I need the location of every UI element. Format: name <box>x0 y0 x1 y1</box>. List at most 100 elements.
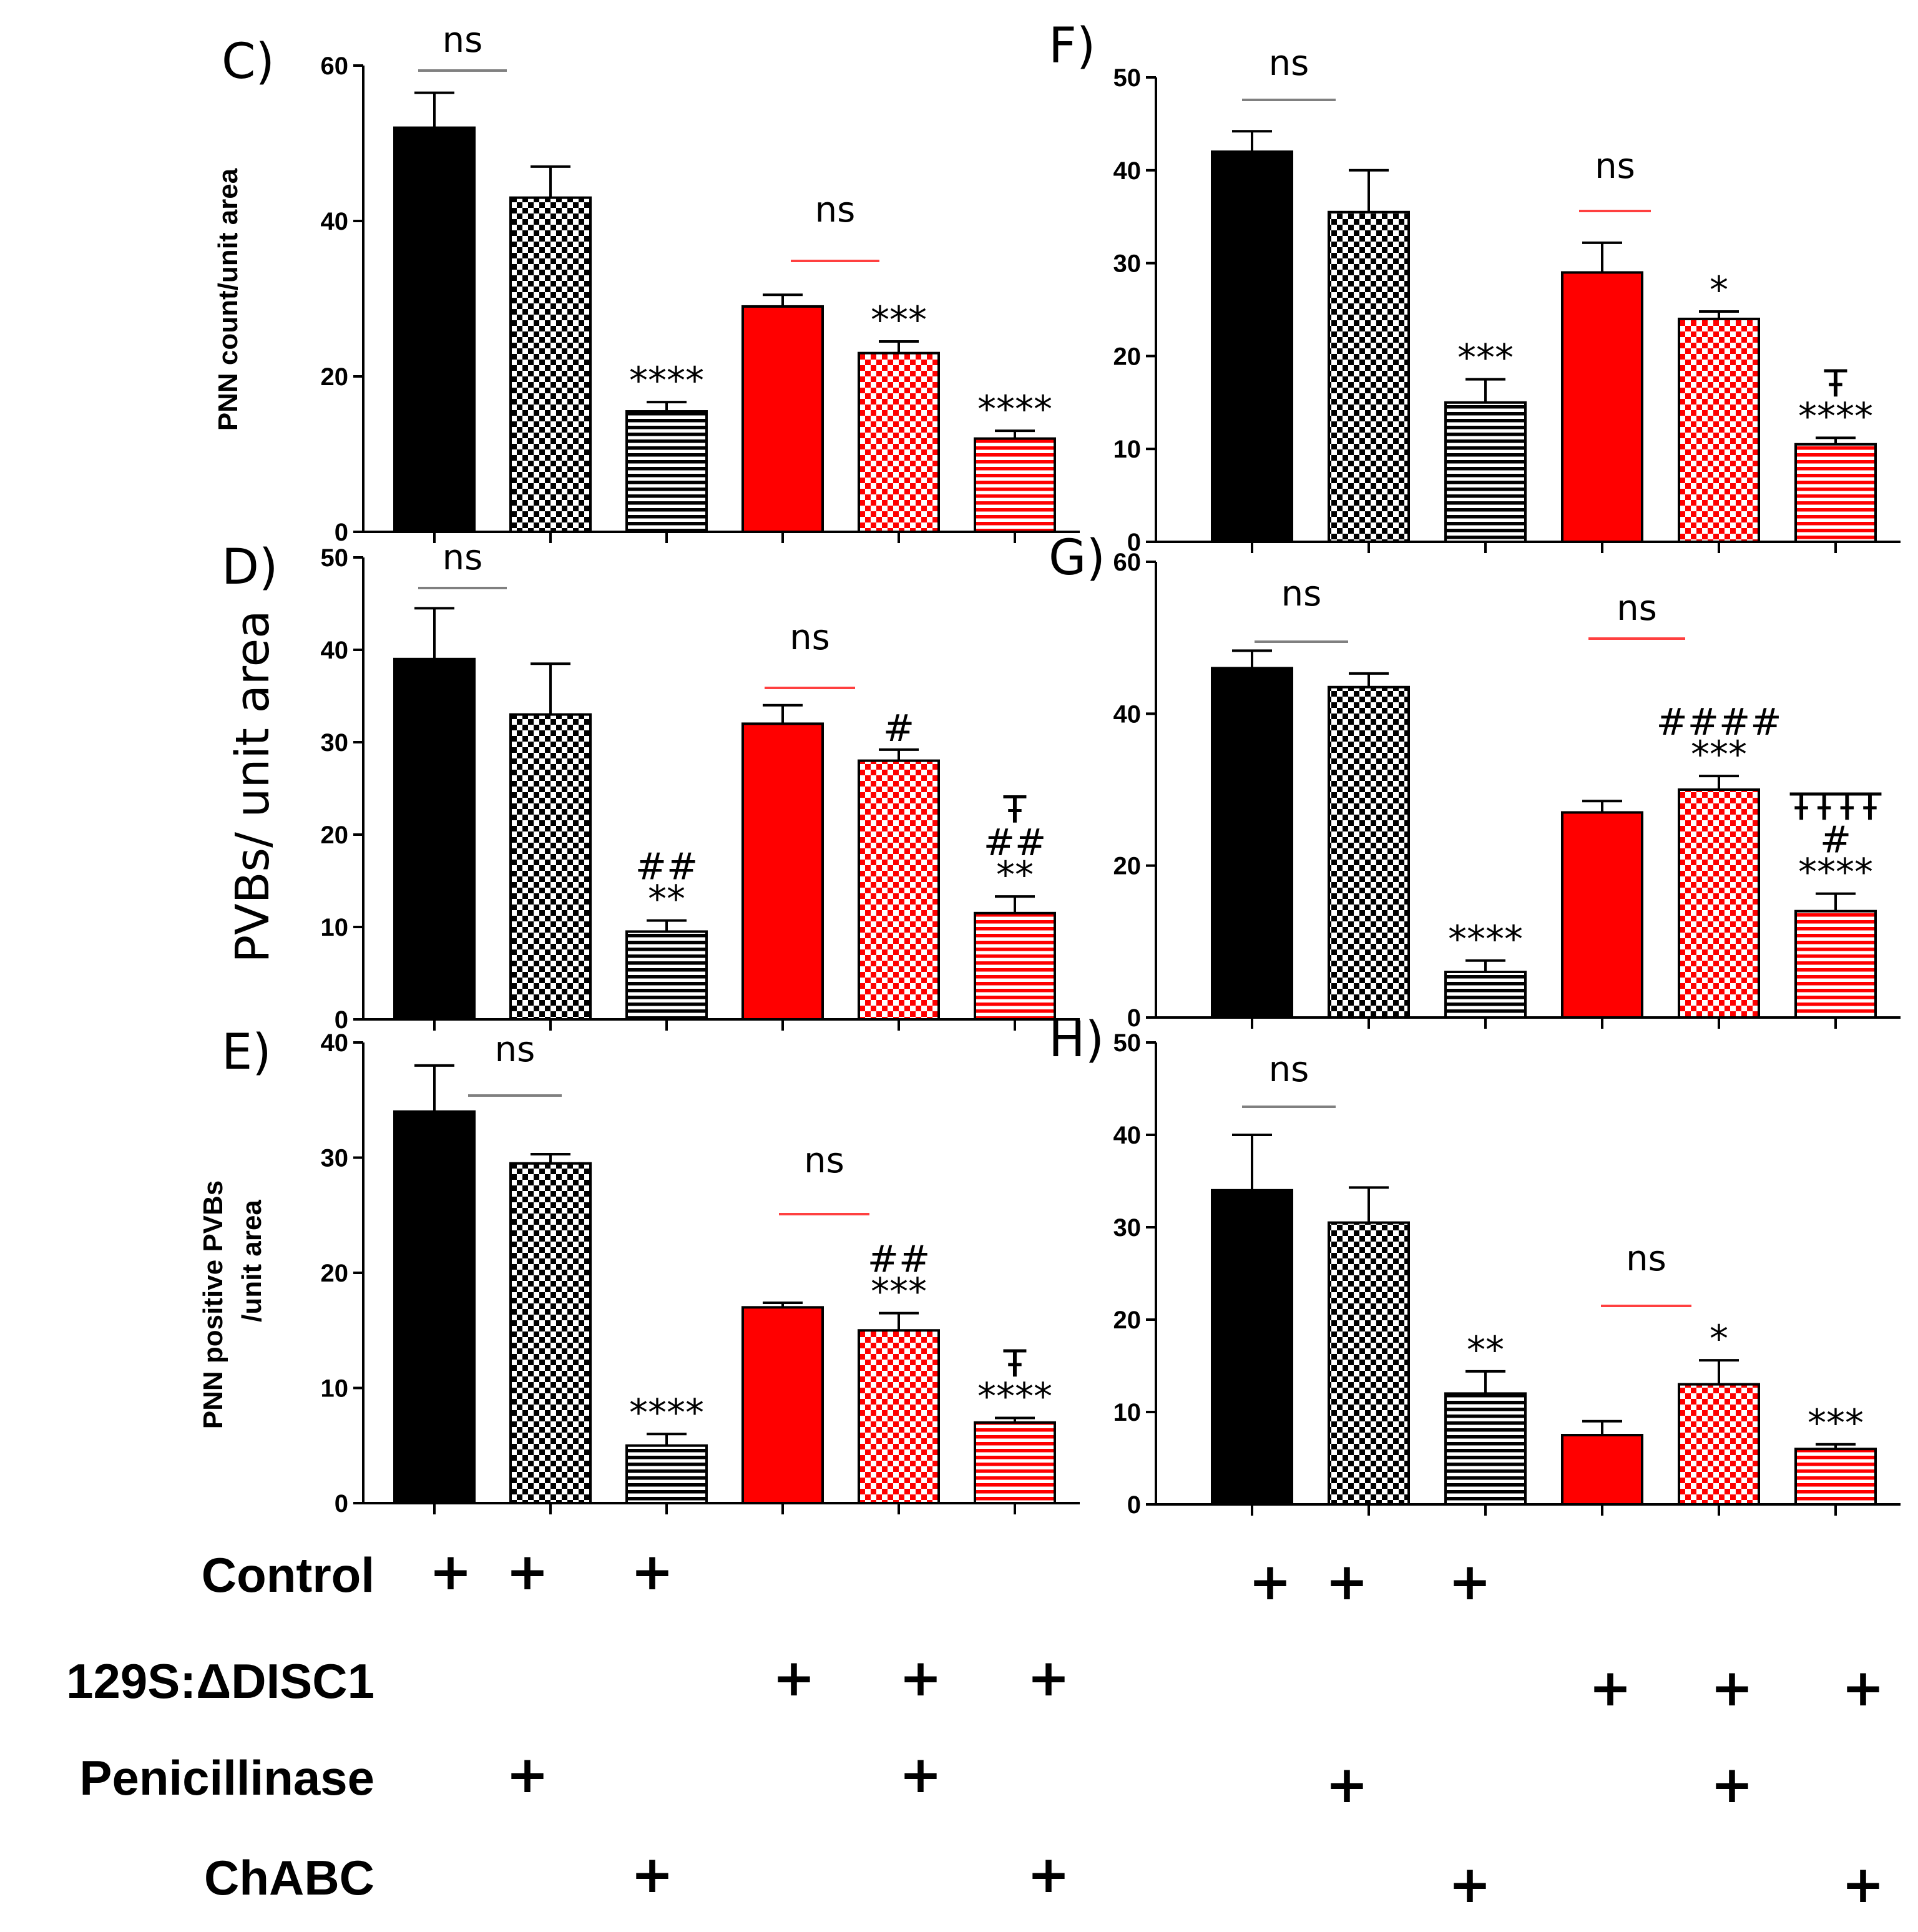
significance-label: ** <box>648 878 685 921</box>
y-tick-label: 20 <box>321 363 349 391</box>
y-tick-label: 0 <box>1127 529 1141 556</box>
bar <box>509 196 592 533</box>
significance-label: # <box>883 707 914 750</box>
bar <box>625 930 708 1021</box>
y-tick-label: 10 <box>1113 436 1142 463</box>
significance-label: * <box>1710 1317 1728 1361</box>
ns-label: ns <box>443 537 483 578</box>
y-tick-label: 30 <box>321 729 349 757</box>
significance-label: ## <box>635 845 698 889</box>
y-tick-label: 40 <box>321 1029 349 1057</box>
ns-label: ns <box>815 190 856 230</box>
plus-mark: + <box>1249 1552 1292 1612</box>
bar <box>1678 788 1760 1019</box>
y-tick-label: 40 <box>321 637 349 664</box>
y-axis-label: PNN positive PVBs <box>198 1180 228 1429</box>
significance-label: **** <box>629 359 704 403</box>
significance-label: **** <box>977 1375 1052 1418</box>
y-tick-label: 30 <box>1113 1214 1142 1242</box>
bar <box>974 911 1056 1021</box>
bar <box>1328 1221 1410 1506</box>
plus-mark: + <box>899 1745 942 1805</box>
plus-mark: + <box>1027 1845 1070 1905</box>
significance-label: *** <box>1457 336 1514 380</box>
plus-mark: + <box>506 1542 549 1602</box>
bar <box>741 1306 824 1505</box>
y-tick-label: 10 <box>321 1375 349 1403</box>
y-tick-label: 20 <box>1113 853 1142 880</box>
y-tick-label: 40 <box>1113 700 1142 728</box>
y-tick-label: 50 <box>1113 64 1142 92</box>
row-label: Control <box>202 1547 374 1602</box>
ns-label: ns <box>1281 574 1322 614</box>
significance-label: **** <box>1798 395 1873 438</box>
bar <box>1561 811 1643 1019</box>
panel-label: E) <box>222 1024 272 1081</box>
ns-label: ns <box>1269 43 1309 84</box>
bar <box>1444 971 1527 1019</box>
ns-label: ns <box>1617 588 1657 629</box>
bar <box>1211 150 1293 544</box>
bar <box>1211 1189 1293 1506</box>
bar <box>974 437 1056 533</box>
ns-label: ns <box>1626 1238 1666 1279</box>
plus-mark: + <box>1589 1659 1632 1718</box>
significance-label: Ŧ <box>1003 1342 1027 1386</box>
y-tick-label: 40 <box>321 208 349 235</box>
significance-label: **** <box>629 1391 704 1434</box>
bar <box>741 305 824 533</box>
row-label: Penicillinase <box>79 1750 374 1805</box>
plus-mark: + <box>1449 1552 1492 1612</box>
bar <box>1678 317 1760 543</box>
significance-label: ** <box>1467 1328 1504 1372</box>
bar <box>858 1329 940 1504</box>
plus-mark: + <box>506 1745 549 1805</box>
bar <box>1794 443 1877 544</box>
y-tick-label: 40 <box>1113 157 1142 185</box>
bar <box>1328 210 1410 543</box>
y-tick-label: 0 <box>1127 1491 1141 1519</box>
plus-mark: + <box>1842 1659 1885 1718</box>
bar <box>625 1444 708 1504</box>
significance-label: ## <box>984 821 1047 865</box>
bar <box>1561 271 1643 543</box>
bar <box>1444 401 1527 543</box>
plus-mark: + <box>631 1845 674 1905</box>
y-tick-label: 60 <box>1113 549 1142 576</box>
bar <box>858 759 940 1021</box>
plus-mark: + <box>1711 1755 1754 1815</box>
bar <box>1561 1434 1643 1506</box>
bar <box>1211 667 1293 1019</box>
significance-label: **** <box>1798 851 1873 895</box>
significance-label: # <box>1820 818 1851 862</box>
y-tick-label: 10 <box>321 914 349 941</box>
plus-mark: + <box>1711 1659 1754 1718</box>
plus-mark: + <box>1027 1649 1070 1708</box>
panel-label: D) <box>222 539 278 596</box>
panel-label: F) <box>1049 18 1095 74</box>
bar <box>741 722 824 1021</box>
bar <box>393 1110 476 1504</box>
y-tick-label: 10 <box>1113 1399 1142 1426</box>
y-tick-label: 0 <box>335 1006 348 1034</box>
bar <box>625 410 708 534</box>
significance-label: *** <box>871 298 927 342</box>
plus-mark: + <box>429 1542 472 1602</box>
ns-label: ns <box>790 617 830 658</box>
significance-label: #### <box>1656 700 1781 744</box>
y-tick-label: 30 <box>321 1145 349 1172</box>
y-tick-label: 0 <box>335 1490 348 1518</box>
plus-mark: + <box>1326 1552 1369 1612</box>
y-tick-label: 20 <box>1113 343 1142 370</box>
treatment-table: Control + + + + + +129S:ΔDISC1 + + + + + + Penicillin… <box>66 1542 1884 1915</box>
bar <box>1794 910 1877 1019</box>
significance-label: Ŧ <box>1003 788 1027 832</box>
panel-label: C) <box>222 34 275 90</box>
bar <box>974 1421 1056 1505</box>
y-tick-label: 20 <box>1113 1307 1142 1334</box>
significance-label: *** <box>1691 733 1747 777</box>
significance-label: * <box>1710 268 1728 312</box>
